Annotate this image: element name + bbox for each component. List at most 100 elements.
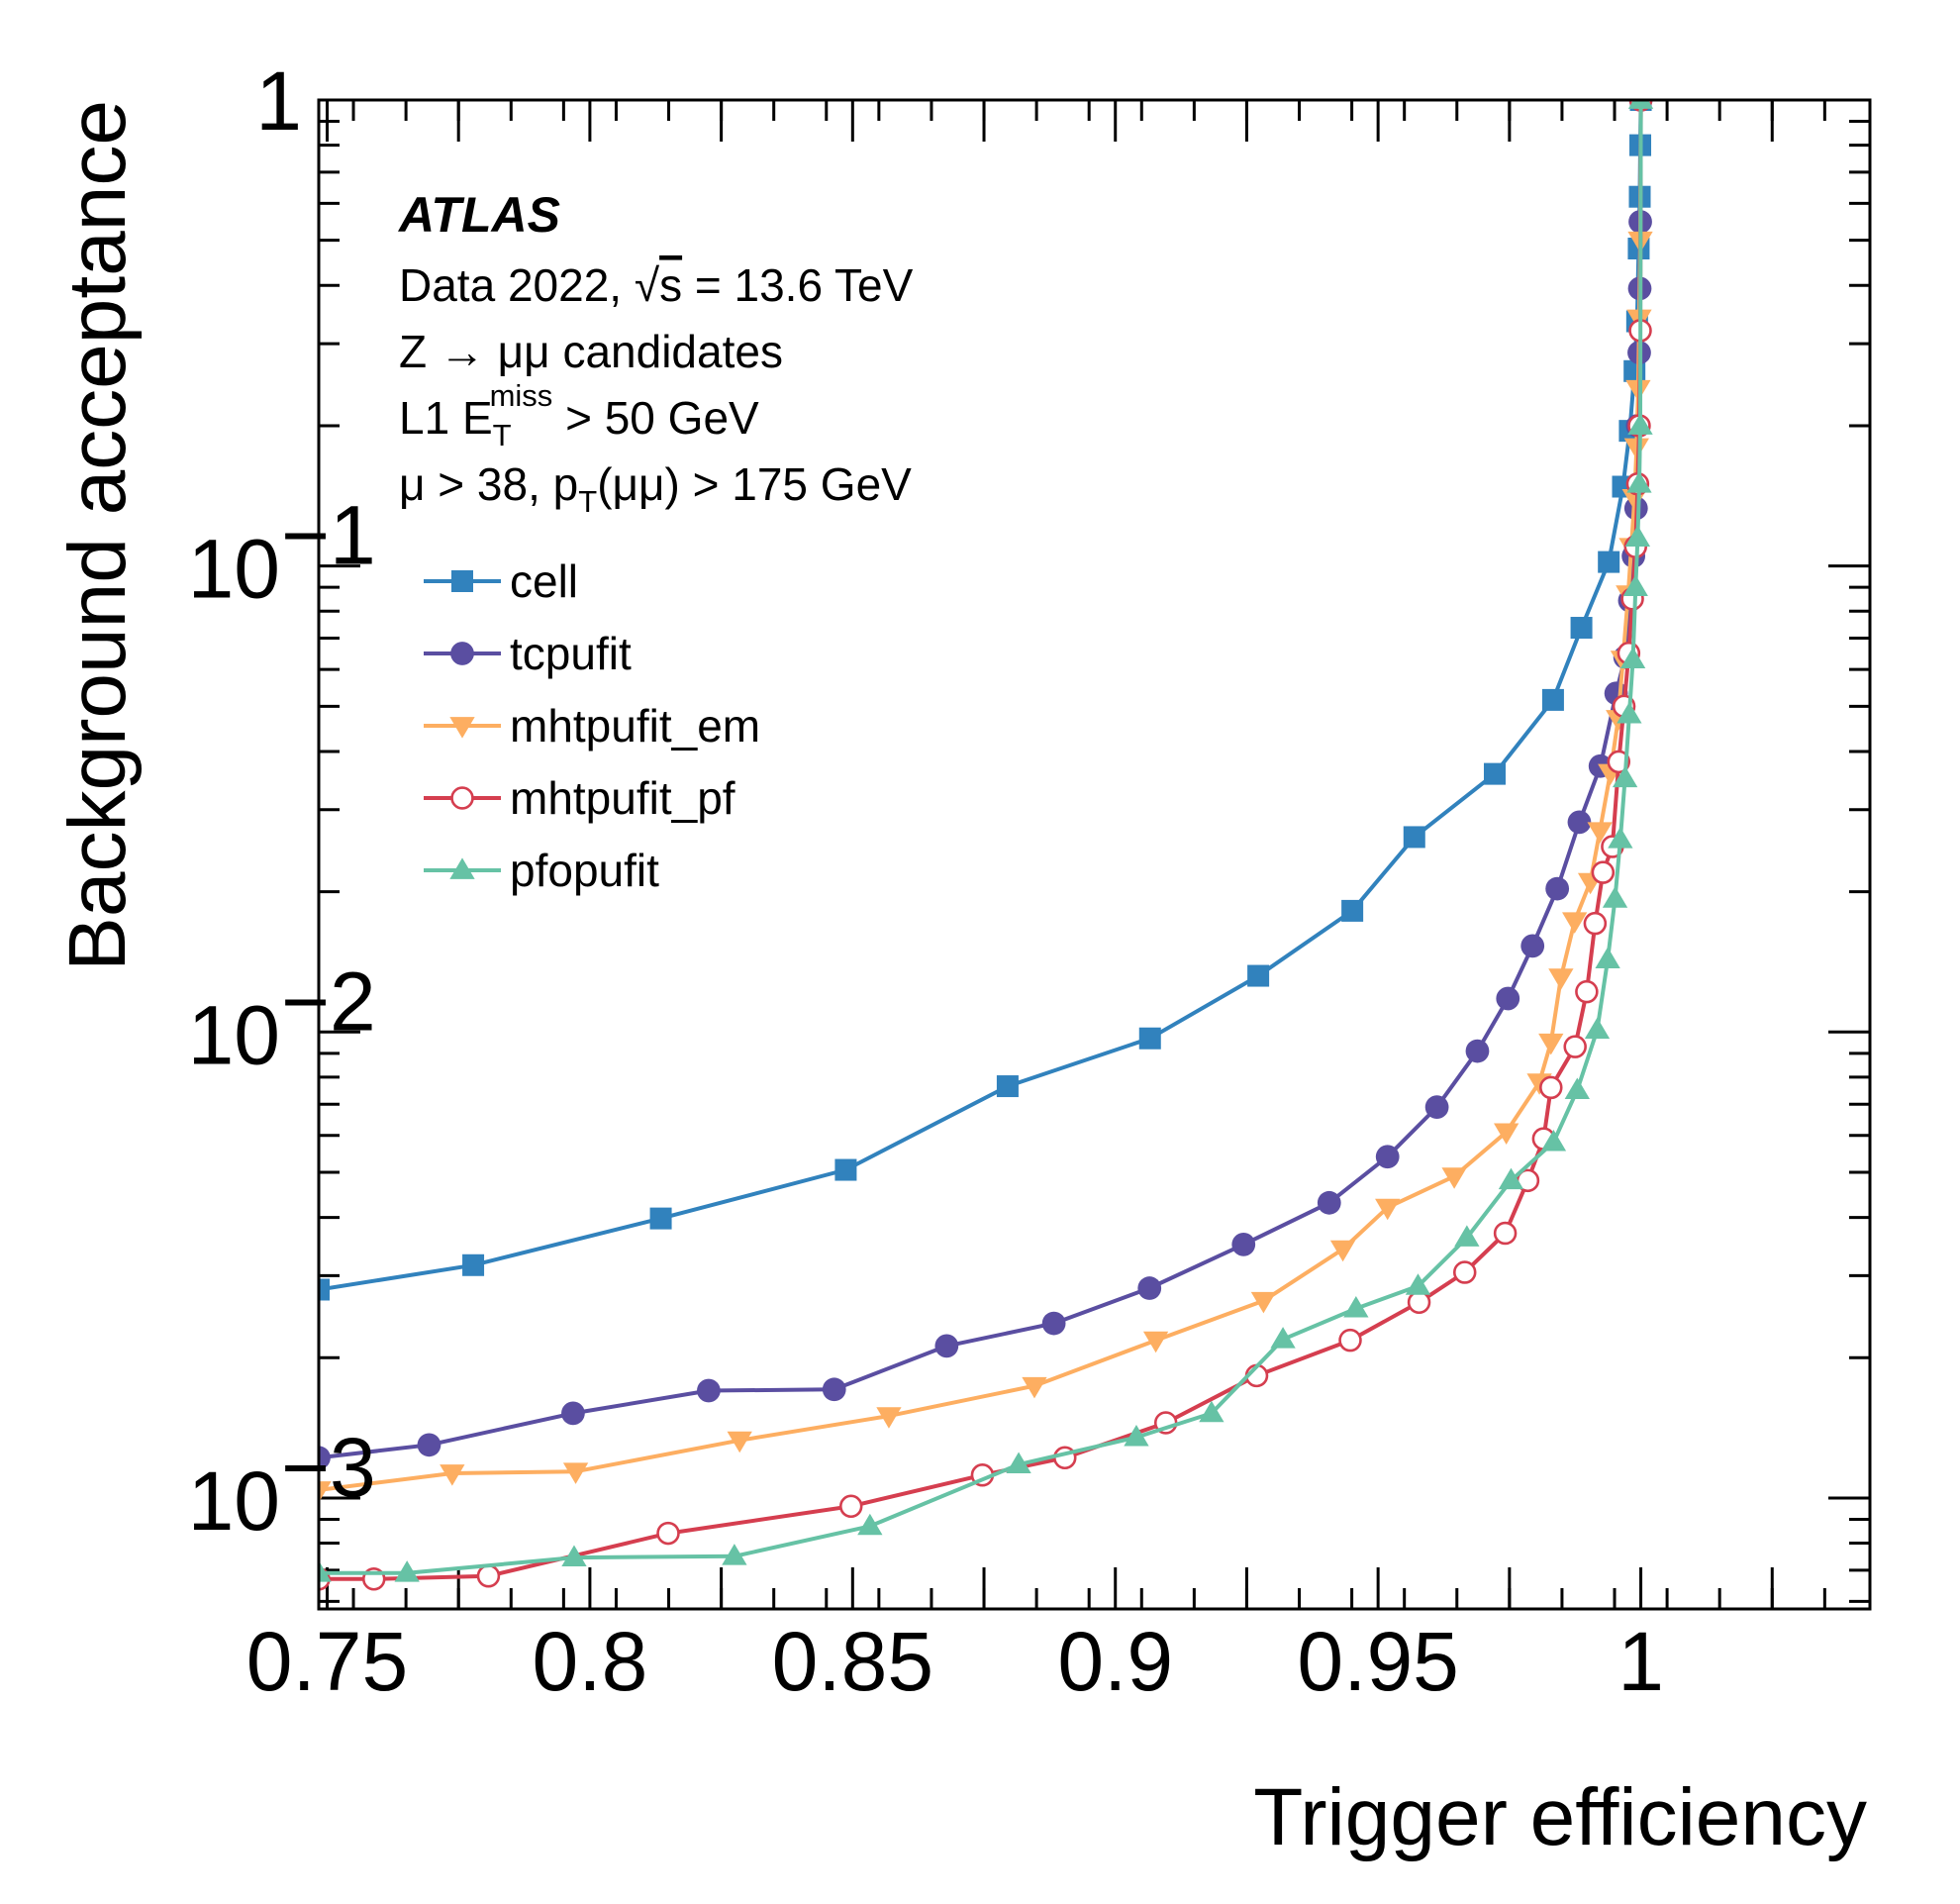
x-tick-label: 0.95 xyxy=(1297,1615,1459,1708)
data-point xyxy=(1403,826,1425,849)
l1-threshold-label: L1 ETmiss > 50 GeV xyxy=(399,378,759,452)
data-point xyxy=(1137,1276,1162,1300)
data-point xyxy=(1598,551,1620,573)
data-point xyxy=(934,1334,959,1358)
data-point xyxy=(1341,899,1364,922)
data-point xyxy=(1343,1295,1369,1318)
data-point xyxy=(1465,1039,1490,1063)
x-tick-label: 0.85 xyxy=(772,1615,934,1708)
y-tick-label: 10 xyxy=(188,988,280,1081)
data-point xyxy=(1583,911,1608,936)
legend-marker xyxy=(451,570,473,592)
data-point xyxy=(1584,1017,1611,1040)
data-point xyxy=(1454,1225,1480,1247)
x-tick-label: 0.8 xyxy=(533,1615,648,1708)
data-point xyxy=(1623,438,1649,460)
y-axis-title: Background acceptance xyxy=(52,100,143,971)
data-point xyxy=(1545,876,1570,901)
data-point xyxy=(1338,1328,1362,1353)
data-point xyxy=(1563,1035,1587,1058)
sample-label: Z → μμ candidates xyxy=(399,326,783,377)
data-point xyxy=(1541,688,1564,711)
data-point xyxy=(1483,762,1506,785)
y-tick-label-exponent: −3 xyxy=(281,1421,376,1514)
data-point xyxy=(319,1278,330,1301)
data-point xyxy=(1575,979,1599,1004)
data-point xyxy=(1022,1376,1047,1399)
y-tick-label: 1 xyxy=(255,54,302,148)
sqrt-symbol: √ xyxy=(635,259,660,311)
legend-item-mhtpufit-em: mhtpufit_em xyxy=(424,700,760,752)
y-tick-label-exponent: −2 xyxy=(281,954,376,1048)
data-point xyxy=(1317,1190,1341,1215)
legend-marker xyxy=(449,857,475,879)
data-point xyxy=(1247,964,1270,987)
data-point xyxy=(996,1075,1019,1098)
legend-marker xyxy=(450,642,474,665)
data-point xyxy=(1498,1167,1524,1190)
plot-frame xyxy=(317,98,1872,1611)
data-point xyxy=(1041,1311,1066,1336)
data-point xyxy=(1622,574,1648,597)
data-point xyxy=(1567,810,1592,835)
data-point xyxy=(1548,968,1574,990)
l1-suffix: > 50 GeV xyxy=(552,392,759,444)
data-point xyxy=(1627,100,1654,109)
data-point xyxy=(834,1158,857,1181)
x-tick-label: 0.9 xyxy=(1057,1615,1173,1708)
data-point xyxy=(1619,647,1646,668)
data-point xyxy=(319,1446,331,1470)
data-point xyxy=(696,1378,721,1403)
data-point xyxy=(822,1377,846,1402)
legend-item-cell: cell xyxy=(424,555,578,607)
data-point xyxy=(1617,702,1642,724)
l1-sub: T xyxy=(493,418,512,452)
legend: cell tcpufit mhtpufit_em mhtpufit_pfpfopufi… xyxy=(424,555,760,896)
selection-suffix: (μμ) > 175 GeV xyxy=(597,458,912,510)
data-point xyxy=(1591,860,1616,884)
series-pfopufit xyxy=(319,100,1654,1582)
y-tick-label: 10 xyxy=(188,523,280,616)
legend-marker xyxy=(449,717,475,739)
legend-label: mhtpufit_pf xyxy=(510,772,735,824)
data-point xyxy=(417,1433,441,1457)
l1-sup: miss xyxy=(490,378,553,413)
l1-prefix: L1 E xyxy=(399,392,493,444)
legend-label: cell xyxy=(510,555,578,607)
data-point xyxy=(1540,1129,1567,1152)
data-point xyxy=(1493,1221,1518,1246)
data-point xyxy=(1570,617,1593,640)
data-point xyxy=(1250,1291,1277,1314)
data-point xyxy=(656,1521,680,1546)
series-layer xyxy=(319,100,1654,1591)
data-point xyxy=(1626,471,1652,493)
data-point xyxy=(440,1464,465,1486)
data-point xyxy=(1627,413,1653,435)
data-point xyxy=(1270,1327,1296,1349)
y-tick-label-exponent: −1 xyxy=(281,489,376,582)
selection-sub: T xyxy=(578,484,597,519)
legend-item-pfopufit: pfopufit xyxy=(424,845,659,896)
data-point xyxy=(1612,765,1638,788)
data-point xyxy=(394,1560,420,1582)
data-point xyxy=(1124,1424,1149,1447)
data-point xyxy=(1494,1123,1519,1145)
x-axis-title: Trigger efficiency xyxy=(1253,1772,1867,1862)
data-point xyxy=(1520,934,1545,958)
data-point xyxy=(1562,912,1588,934)
annotation-block: ATLAS Data 2022, √s = 13.6 TeV Z → μμ ca… xyxy=(397,187,914,519)
data-point xyxy=(1142,1331,1169,1353)
legend-item-tcpufit: tcpufit xyxy=(424,628,632,679)
legend-label: tcpufit xyxy=(510,628,632,679)
selection-label: μ > 38, pT(μμ) > 175 GeV xyxy=(399,458,912,519)
data-point xyxy=(319,1481,332,1503)
data-point xyxy=(1231,1233,1256,1256)
data-point xyxy=(1496,986,1520,1011)
data-point xyxy=(1624,525,1651,547)
data-point xyxy=(1405,1273,1431,1295)
data-point xyxy=(1424,1095,1449,1120)
data-point xyxy=(722,1544,747,1565)
legend-marker xyxy=(450,786,474,810)
data-point xyxy=(462,1253,485,1276)
x-tick-label: 1 xyxy=(1617,1615,1664,1708)
